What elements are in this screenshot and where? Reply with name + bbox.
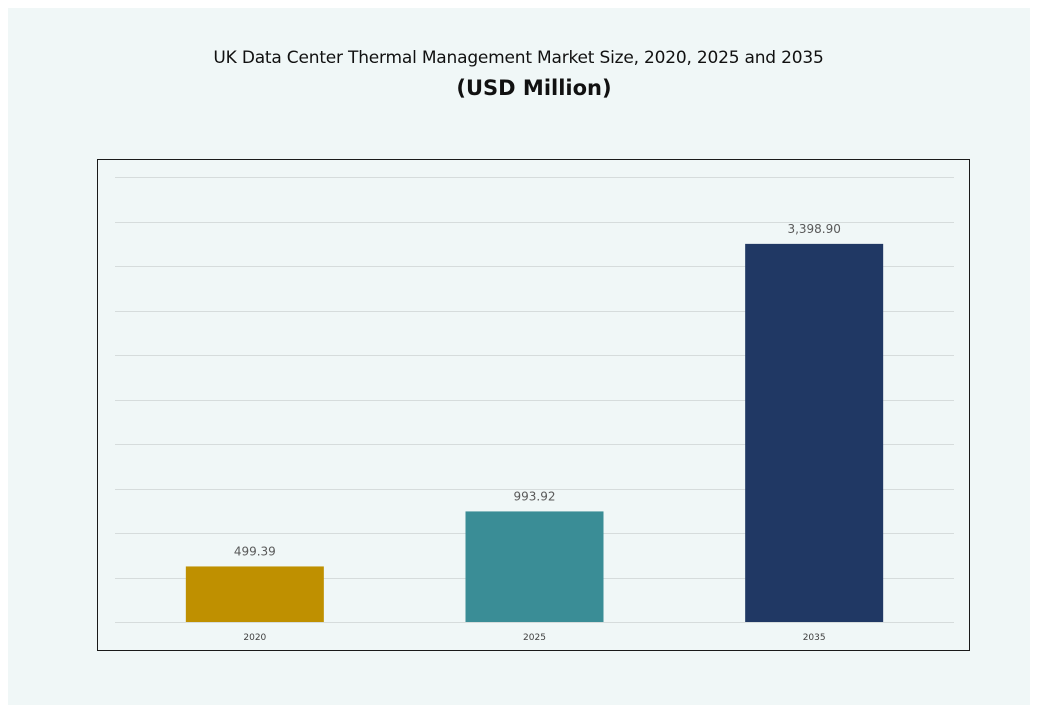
bars [185, 243, 884, 622]
chart-title: UK Data Center Thermal Management Market… [213, 48, 824, 68]
data-label-2020: 499.39 [234, 544, 276, 558]
x-tick-label-2035: 2035 [803, 633, 826, 643]
data-labels: 499.39 993.92 3,398.90 [234, 222, 841, 559]
chart-subtitle: (USD Million) [456, 76, 612, 100]
x-tick-label-2025: 2025 [523, 633, 546, 643]
bar-2025 [465, 511, 604, 622]
x-axis-tick-labels: 2020 2025 2035 [243, 633, 825, 643]
data-label-2035: 3,398.90 [787, 222, 840, 236]
bar-2020 [185, 566, 324, 622]
bar-2035 [745, 243, 884, 622]
x-tick-label-2020: 2020 [243, 633, 266, 643]
data-label-2025: 993.92 [514, 489, 556, 503]
